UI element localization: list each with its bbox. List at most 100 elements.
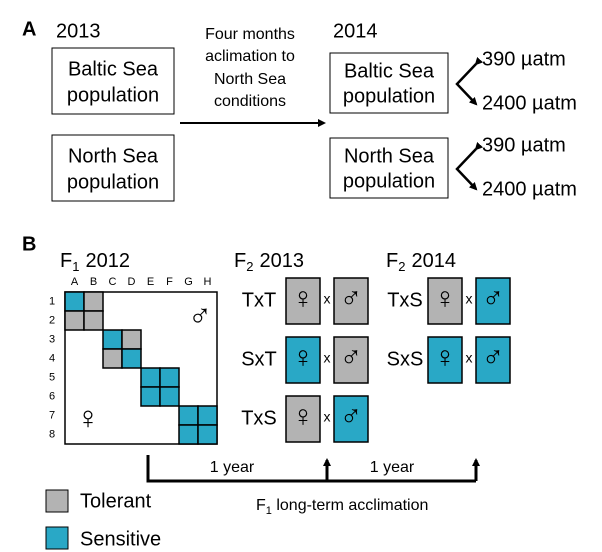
column-label: G <box>184 276 193 288</box>
arrow-text: conditions <box>214 93 286 110</box>
t: 2014 <box>411 250 456 272</box>
female-symbol: ♀ <box>292 341 315 374</box>
male-symbol: ♂ <box>340 282 363 315</box>
female-symbol: ♀ <box>292 282 315 315</box>
t: 2012 <box>85 250 130 272</box>
box <box>51 47 175 115</box>
f2-title: F2 2014 <box>386 250 456 274</box>
arrow-text: Four months <box>205 26 295 43</box>
f2-title: F2 2013 <box>234 250 304 274</box>
male-symbol: ♂ <box>340 400 363 433</box>
column-label: D <box>128 276 136 288</box>
cell <box>83 291 104 312</box>
card <box>475 336 511 384</box>
cell <box>178 405 199 426</box>
split-arrow <box>455 56 484 106</box>
box <box>329 52 449 114</box>
legend-label: Tolerant <box>80 490 152 512</box>
row-label: 3 <box>49 333 55 345</box>
arrow-text: North Sea <box>214 71 286 88</box>
duration: 1 year <box>370 459 415 476</box>
male-symbol: ♂ <box>188 297 212 333</box>
year: 2014 <box>333 20 378 42</box>
card <box>333 277 369 325</box>
legend-swatch <box>45 526 69 550</box>
cell <box>102 329 123 350</box>
card <box>333 395 369 443</box>
cross-label: TxS <box>387 289 423 311</box>
column-label: A <box>71 276 79 288</box>
box-text: North Sea <box>68 145 159 167</box>
male-symbol: ♂ <box>482 282 505 315</box>
card <box>285 277 321 325</box>
box <box>329 137 449 199</box>
male-symbol: ♂ <box>482 341 505 374</box>
row-label: 6 <box>49 390 55 402</box>
t: F <box>256 497 266 514</box>
cross-label: SxT <box>241 348 277 370</box>
timeline <box>146 455 476 483</box>
year: 2013 <box>56 20 101 42</box>
t: 1 <box>72 259 79 274</box>
female-symbol: ♀ <box>76 399 100 435</box>
female-symbol: ♀ <box>434 282 457 315</box>
female-symbol: ♀ <box>434 341 457 374</box>
female-symbol: ♀ <box>292 400 315 433</box>
card <box>427 336 463 384</box>
cross-sign: x <box>466 350 473 366</box>
t: F <box>60 250 72 272</box>
f1-title: F1 2012 <box>60 250 130 274</box>
cross-label: TxT <box>242 289 276 311</box>
box-text: North Sea <box>344 145 435 167</box>
box-text: Baltic Sea <box>68 58 159 80</box>
column-label: E <box>147 276 154 288</box>
row-label: 5 <box>49 371 55 383</box>
cell <box>159 367 180 388</box>
level: 2400 µatm <box>482 92 577 114</box>
cell <box>140 386 161 407</box>
level: 390 µatm <box>482 48 566 70</box>
t: F <box>234 250 246 272</box>
cross-sign: x <box>324 409 331 425</box>
card <box>285 336 321 384</box>
cell <box>121 329 142 350</box>
cell <box>178 424 199 445</box>
row-label: 8 <box>49 428 55 440</box>
panel-label: A <box>22 18 36 40</box>
timeline-caption: F1 long-term acclimation <box>256 497 428 517</box>
box-text: population <box>67 84 159 106</box>
column-label: F <box>166 276 173 288</box>
cell <box>64 291 85 312</box>
arrow-text: aclimation to <box>205 48 295 65</box>
cell <box>197 405 218 426</box>
cross-label: SxS <box>387 348 424 370</box>
cell <box>102 348 123 369</box>
row-label: 7 <box>49 409 55 421</box>
male-symbol: ♂ <box>340 341 363 374</box>
cell <box>64 310 85 331</box>
column-label: C <box>109 276 117 288</box>
legend-label: Sensitive <box>80 528 161 550</box>
box-text: population <box>67 171 159 193</box>
card <box>427 277 463 325</box>
row-label: 4 <box>49 352 55 364</box>
column-label: B <box>90 276 97 288</box>
cross-sign: x <box>324 350 331 366</box>
cross-sign: x <box>324 291 331 307</box>
t: 1 <box>266 505 272 517</box>
cell <box>197 424 218 445</box>
level: 390 µatm <box>482 134 566 156</box>
row-label: 2 <box>49 314 55 326</box>
duration: 1 year <box>210 459 255 476</box>
cell <box>121 348 142 369</box>
row-label: 1 <box>49 295 55 307</box>
box-text: population <box>343 85 435 107</box>
box <box>51 134 175 202</box>
t: F <box>386 250 398 272</box>
box-text: population <box>343 170 435 192</box>
cell <box>159 386 180 407</box>
t: 2013 <box>259 250 304 272</box>
cell <box>83 310 104 331</box>
split-arrow <box>455 141 484 191</box>
